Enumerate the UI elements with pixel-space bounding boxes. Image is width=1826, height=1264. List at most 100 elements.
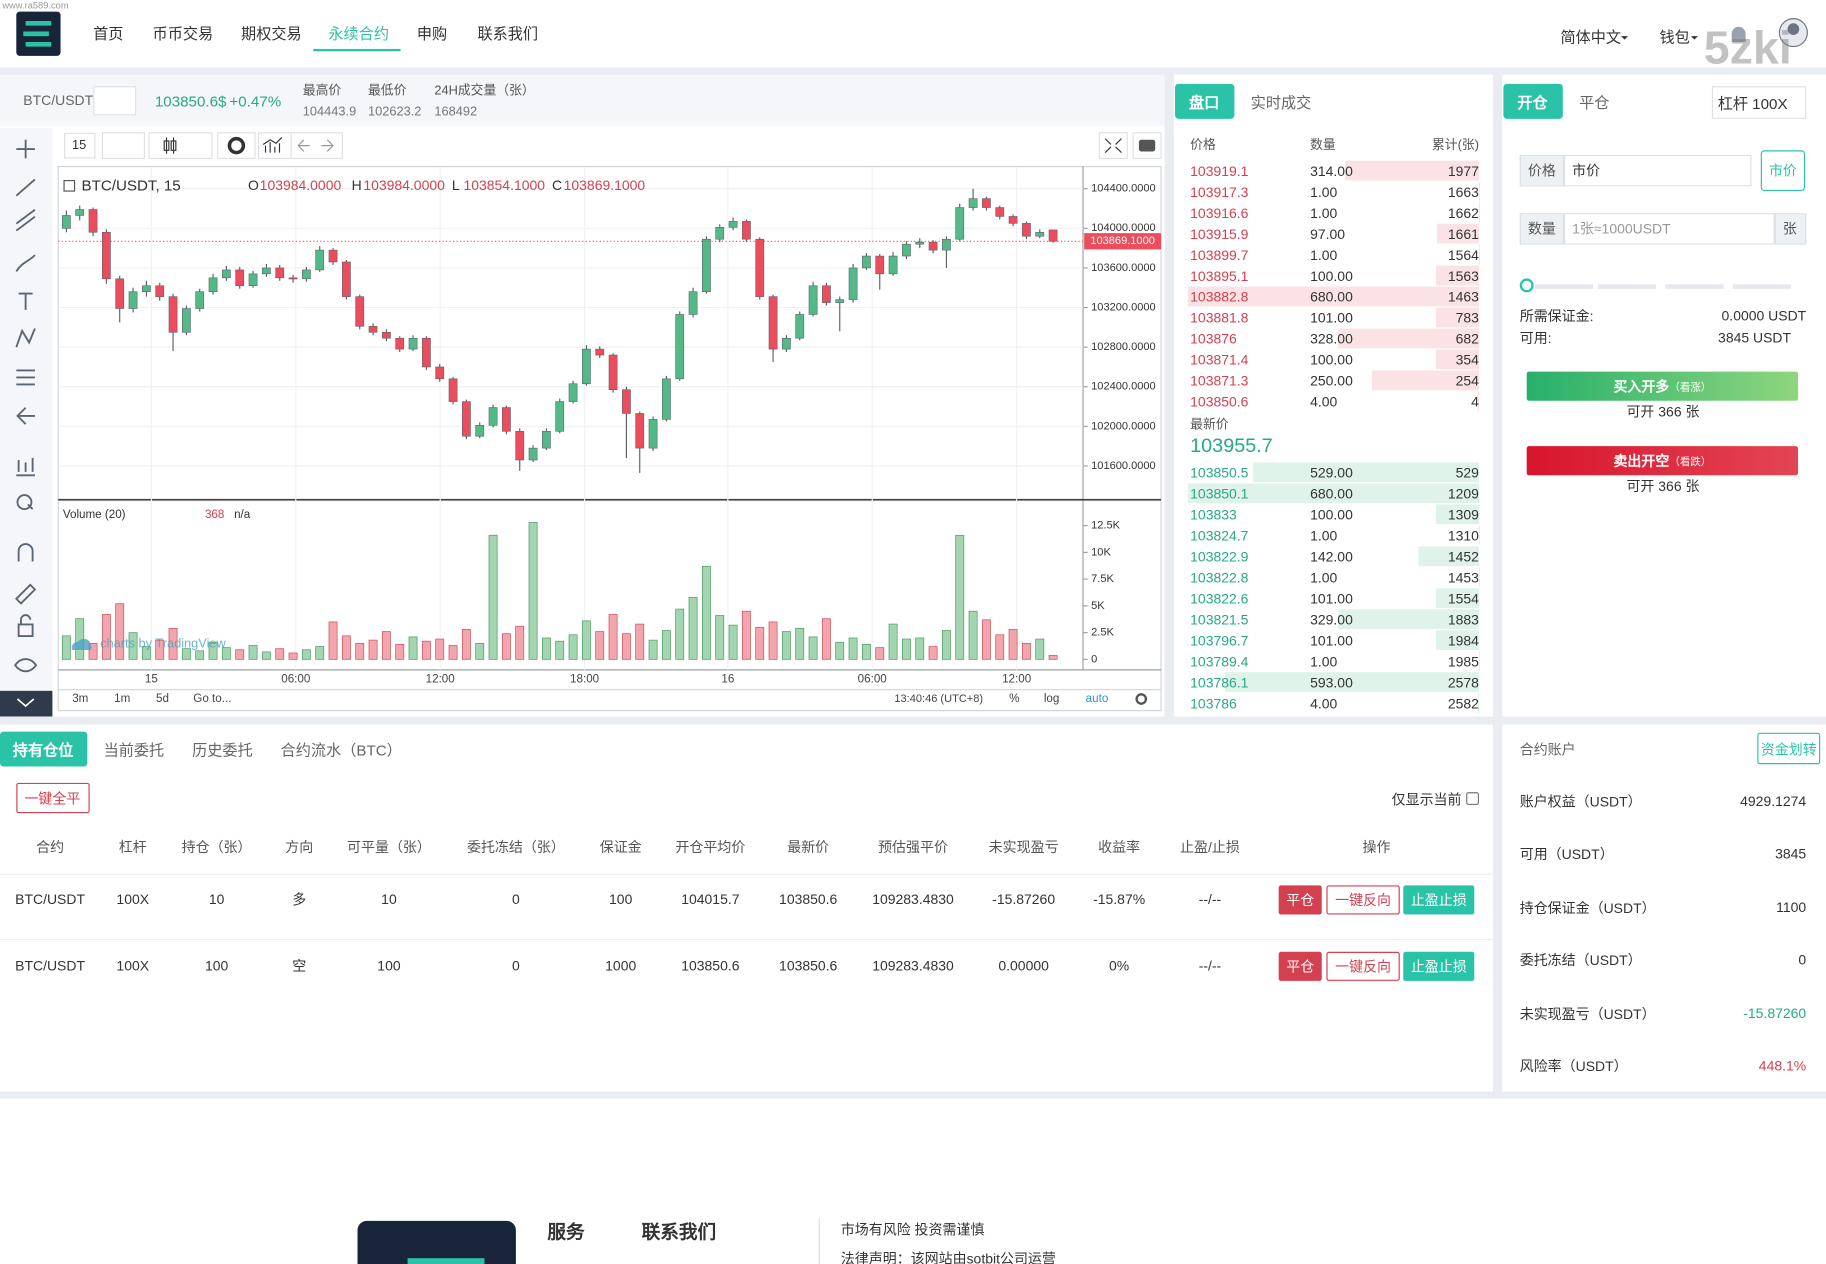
candle-body bbox=[728, 221, 738, 228]
bell-icon[interactable] bbox=[1731, 26, 1746, 42]
ob-total: 1564 bbox=[1447, 246, 1479, 264]
tab-active[interactable] bbox=[0, 731, 88, 767]
row-line bbox=[0, 938, 1493, 941]
footer-heading[interactable]: 服务 bbox=[547, 1223, 585, 1244]
volume-bar bbox=[381, 631, 391, 660]
trade-tab[interactable]: 平仓 bbox=[1579, 93, 1610, 112]
action-button[interactable]: 止盈止损 bbox=[1403, 951, 1475, 981]
transfer-button[interactable] bbox=[1757, 732, 1821, 765]
ob-qty: 329.00 bbox=[1310, 611, 1353, 628]
y-tick-label: 101600.0000 bbox=[1091, 460, 1156, 472]
positions-tab[interactable]: 当前委托 bbox=[103, 741, 165, 759]
action-button[interactable]: 一键反向 bbox=[1326, 885, 1400, 915]
tab-active[interactable] bbox=[1503, 83, 1563, 119]
nav-item[interactable]: 首页 bbox=[93, 25, 124, 43]
symbol: BTC/USDT, 15 bbox=[82, 177, 181, 194]
ob-price: 103919.1 bbox=[1190, 163, 1249, 180]
candle-body bbox=[462, 401, 471, 437]
tab-active[interactable] bbox=[1175, 83, 1235, 119]
action-button[interactable]: 平仓 bbox=[1278, 885, 1322, 915]
available-label: 可用: bbox=[1519, 330, 1552, 347]
qty-unit-box bbox=[1774, 213, 1807, 245]
candle-body bbox=[208, 277, 218, 292]
transfer-label[interactable]: 资金划转 bbox=[1760, 741, 1817, 758]
positions-tab[interactable]: 历史委托 bbox=[192, 741, 253, 759]
depth-bar bbox=[1435, 588, 1479, 609]
candle-body bbox=[835, 299, 845, 303]
candle-body bbox=[168, 296, 178, 333]
button-hint[interactable]: （看跌） bbox=[1669, 455, 1712, 468]
button-label[interactable]: 买入开多 bbox=[1613, 378, 1670, 395]
nav-item[interactable]: 期权交易 bbox=[241, 25, 302, 43]
ob-price: 103882.8 bbox=[1190, 288, 1249, 306]
nav-item[interactable]: 币币交易 bbox=[152, 25, 214, 43]
candle-body bbox=[435, 366, 445, 380]
wallet-menu[interactable]: 钱包 bbox=[1659, 28, 1690, 47]
y-tick-label: 102000.0000 bbox=[1091, 420, 1156, 432]
candle-body bbox=[88, 209, 98, 233]
cell: 100X bbox=[116, 891, 150, 908]
ob-price: 103899.7 bbox=[1190, 246, 1249, 264]
trade-tab[interactable]: 开仓 bbox=[1517, 93, 1548, 112]
candle-body bbox=[742, 221, 751, 240]
tool-collapse[interactable] bbox=[0, 690, 53, 717]
candle-body bbox=[942, 238, 951, 251]
x-tick-label: 18:00 bbox=[570, 672, 600, 685]
candle-body bbox=[315, 249, 325, 271]
volume-bar bbox=[875, 647, 885, 660]
ob-price: 103871.3 bbox=[1190, 372, 1249, 390]
slider-handle[interactable] bbox=[1519, 278, 1534, 293]
qty-input[interactable] bbox=[1563, 213, 1775, 245]
ob-price: 103824.7 bbox=[1190, 527, 1249, 545]
market-button[interactable] bbox=[1760, 150, 1806, 192]
market-label[interactable]: 市价 bbox=[1768, 162, 1797, 179]
volume-bar bbox=[288, 652, 298, 660]
button-hint[interactable]: （看涨） bbox=[1669, 380, 1712, 393]
order-button[interactable]: 买入开多 （看涨） bbox=[1526, 371, 1799, 401]
order-button[interactable]: 卖出开空 （看跌） bbox=[1526, 446, 1799, 476]
candle-body bbox=[968, 198, 978, 208]
ob-qty: 680.00 bbox=[1310, 485, 1353, 503]
tool-icon bbox=[17, 543, 34, 562]
footer-heading[interactable]: 联系我们 bbox=[641, 1223, 717, 1244]
column-header: 方向 bbox=[285, 839, 314, 856]
footer-legal: 法律声明：该网站由sotbit公司运营 bbox=[840, 1250, 1056, 1264]
orderbook-tab[interactable]: 盘口 bbox=[1188, 93, 1220, 112]
action-button[interactable]: 一键反向 bbox=[1326, 951, 1400, 981]
candle-body bbox=[182, 308, 191, 333]
nav-item[interactable]: 联系我们 bbox=[477, 25, 539, 43]
candle-body bbox=[662, 378, 671, 420]
ohlc-value: 103854.1000 bbox=[463, 177, 545, 193]
ob-qty: 1.00 bbox=[1310, 569, 1338, 586]
y-tick-label: 102800.0000 bbox=[1091, 341, 1156, 353]
interval-box[interactable] bbox=[64, 132, 96, 159]
volume-bar bbox=[581, 620, 591, 660]
ob-price: 103916.6 bbox=[1190, 205, 1249, 222]
language-select[interactable]: 简体中文 bbox=[1560, 28, 1622, 47]
y-tick-label: 103200.0000 bbox=[1091, 301, 1156, 313]
interval: 15 bbox=[72, 138, 87, 153]
ob-total: 1463 bbox=[1447, 288, 1479, 306]
clock: 13:40:46 (UTC+8) bbox=[894, 693, 983, 705]
icon bbox=[227, 136, 246, 155]
pair-dropdown[interactable] bbox=[93, 86, 137, 116]
orderbook-tab[interactable]: 实时成交 bbox=[1250, 93, 1312, 112]
ob-total: 2578 bbox=[1447, 674, 1479, 691]
close-all-label[interactable]: 一键全平 bbox=[24, 790, 81, 807]
volume-bar bbox=[355, 642, 365, 660]
price-label-box bbox=[1519, 154, 1564, 187]
action-button[interactable]: 止盈止损 bbox=[1403, 885, 1475, 915]
leverage-box[interactable] bbox=[1711, 86, 1807, 119]
nav-item[interactable]: 永续合约 bbox=[328, 25, 389, 43]
positions-tab[interactable]: 合约流水（BTC） bbox=[280, 741, 402, 759]
button-label[interactable]: 卖出开空 bbox=[1613, 453, 1670, 470]
volume-bar bbox=[741, 610, 751, 660]
close-all-button[interactable] bbox=[16, 782, 90, 814]
nav-item[interactable]: 申购 bbox=[416, 25, 448, 43]
price-input[interactable] bbox=[1563, 154, 1752, 187]
action-button[interactable]: 平仓 bbox=[1278, 951, 1322, 981]
account-title: 合约账户 bbox=[1519, 741, 1576, 758]
candle-body bbox=[102, 231, 111, 280]
checkbox[interactable] bbox=[1466, 792, 1479, 806]
positions-tab[interactable]: 持有仓位 bbox=[12, 741, 74, 759]
